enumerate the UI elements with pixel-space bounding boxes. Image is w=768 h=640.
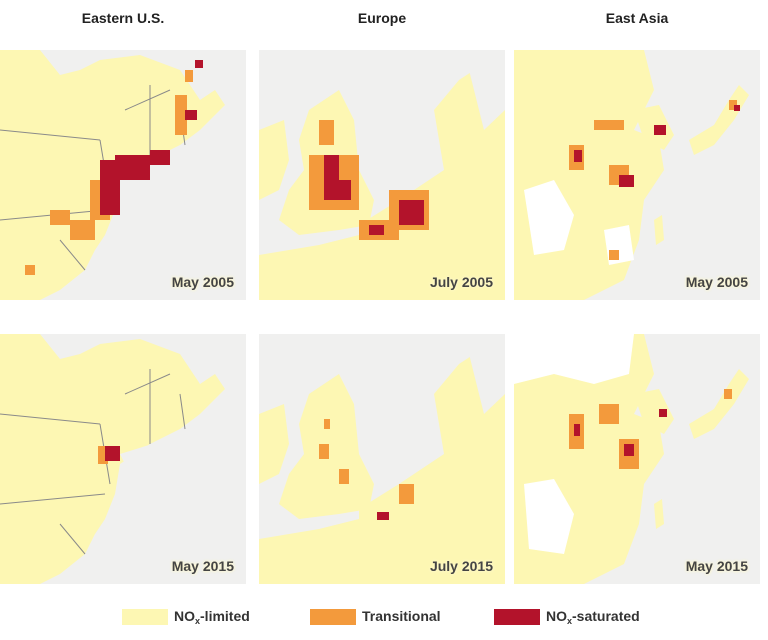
map-europe-2005: [259, 50, 505, 300]
column-title-europe: Europe: [357, 10, 407, 26]
map-panel-europe-2005: July 2005: [259, 50, 505, 300]
legend-item-nox-limited: NOx-limited: [122, 606, 272, 628]
saturated-cells: [100, 60, 203, 215]
legend-swatch-transitional: [310, 609, 356, 625]
saturated-cells: [105, 446, 120, 461]
map-east-asia-2005: [514, 50, 749, 300]
column-title-eastern-us: Eastern U.S.: [81, 10, 165, 26]
map-panel-europe-2015: July 2015: [259, 334, 505, 584]
legend-label-nox-limited: NOx-limited: [174, 608, 250, 626]
legend-swatch-nox-limited: [122, 609, 168, 625]
panel-date-label: July 2005: [429, 274, 493, 290]
transitional-cells: [319, 419, 414, 504]
legend-label-transitional: Transitional: [362, 608, 441, 624]
panel-date-label: July 2015: [429, 558, 493, 574]
saturated-cells: [574, 105, 740, 187]
map-panel-eastern-us-2005: May 2005: [0, 50, 246, 300]
map-panel-east-asia-2015: May 2015: [514, 334, 760, 584]
map-eastern-us-2015: [0, 334, 246, 584]
column-title-east-asia: East Asia: [605, 10, 669, 26]
legend-item-nox-saturated: NOx-saturated: [494, 606, 664, 628]
panel-date-label: May 2005: [171, 274, 234, 290]
saturated-cells: [574, 409, 667, 456]
map-europe-2015: [259, 334, 505, 584]
map-east-asia-2015: [514, 334, 749, 584]
legend-label-nox-saturated: NOx-saturated: [546, 608, 640, 626]
saturated-cells: [377, 512, 389, 520]
transitional-cells: [98, 446, 108, 464]
panel-date-label: May 2005: [685, 274, 748, 290]
map-eastern-us-2005: [0, 50, 246, 300]
map-panel-eastern-us-2015: May 2015: [0, 334, 246, 584]
saturated-cells: [324, 155, 424, 235]
legend-item-transitional: Transitional: [310, 606, 460, 628]
panel-date-label: May 2015: [171, 558, 234, 574]
legend: NOx-limited Transitional NOx-saturated: [0, 606, 768, 630]
map-panel-east-asia-2005: May 2005: [514, 50, 760, 300]
panel-date-label: May 2015: [685, 558, 748, 574]
legend-swatch-nox-saturated: [494, 609, 540, 625]
